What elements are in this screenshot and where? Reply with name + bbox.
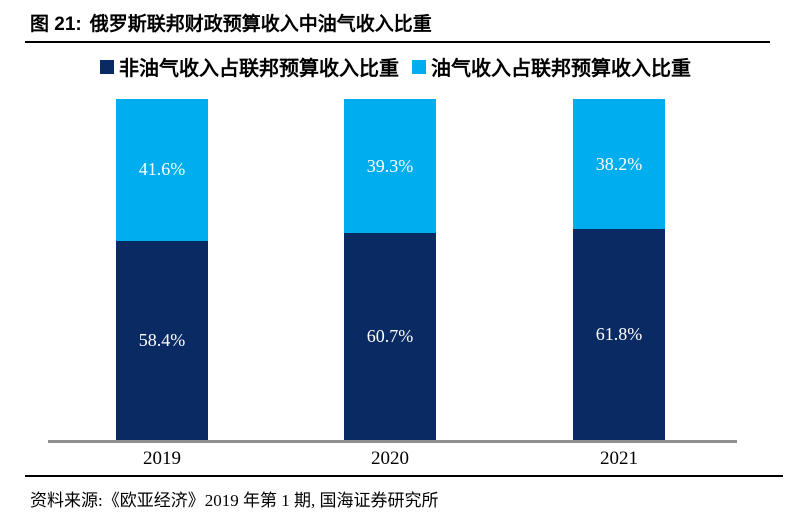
bar-segment-oilgas: 38.2%: [573, 99, 665, 230]
x-axis-label-2019: 2019: [143, 448, 181, 469]
legend-label-non-oilgas: 非油气收入占联邦预算收入比重: [119, 58, 399, 80]
page-title: 图 21: 俄罗斯联邦财政预算收入中油气收入比重: [30, 9, 432, 36]
x-axis-label-2021: 2021: [600, 448, 638, 469]
title-underline: [25, 41, 770, 43]
value-label: 60.7%: [366, 325, 414, 346]
legend-item-non-oilgas: 非油气收入占联邦预算收入比重: [100, 52, 399, 81]
stacked-bar-2019: 41.6% 58.4%: [116, 99, 208, 440]
legend: 非油气收入占联邦预算收入比重 油气收入占联邦预算收入比重: [0, 52, 791, 81]
value-label: 61.8%: [595, 324, 643, 345]
bar-segment-non-oilgas: 61.8%: [573, 229, 665, 440]
source-text: 资料来源:《欧亚经济》2019 年第 1 期, 国海证券研究所: [30, 491, 439, 510]
value-label: 38.2%: [595, 153, 643, 174]
legend-item-oilgas: 油气收入占联邦预算收入比重: [412, 52, 691, 81]
stacked-bar-2021: 38.2% 61.8%: [573, 99, 665, 440]
plot-area: 41.6% 58.4% 39.3% 60.7% 38.2% 61.8%: [48, 99, 737, 440]
value-label: 41.6%: [138, 159, 186, 180]
stacked-bar-2020: 39.3% 60.7%: [344, 99, 436, 440]
source-divider: [25, 475, 783, 477]
legend-swatch-non-oilgas: [100, 59, 114, 74]
bar-segment-oilgas: 41.6%: [116, 99, 208, 241]
legend-swatch-oilgas: [412, 59, 426, 74]
value-label: 39.3%: [366, 155, 414, 176]
bar-segment-non-oilgas: 60.7%: [344, 233, 436, 440]
x-axis-line: [48, 440, 737, 443]
figure-label: 图 21:: [30, 14, 82, 35]
legend-label-oilgas: 油气收入占联邦预算收入比重: [431, 58, 691, 80]
value-label: 58.4%: [138, 329, 186, 350]
figure-title: 俄罗斯联邦财政预算收入中油气收入比重: [89, 14, 432, 35]
bar-segment-oilgas: 39.3%: [344, 99, 436, 233]
x-axis-label-2020: 2020: [371, 448, 409, 469]
bar-segment-non-oilgas: 58.4%: [116, 240, 208, 440]
